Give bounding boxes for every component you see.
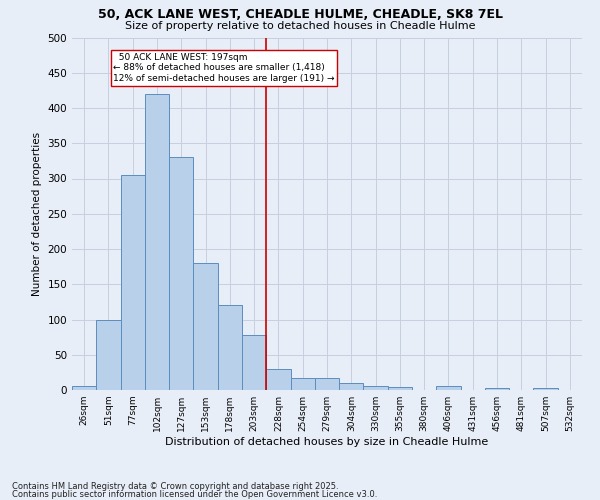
Text: Contains public sector information licensed under the Open Government Licence v3: Contains public sector information licen… [12,490,377,499]
Bar [96,320,121,390]
Text: Size of property relative to detached houses in Cheadle Hulme: Size of property relative to detached ho… [125,21,475,31]
Bar [72,386,96,390]
Bar [193,263,218,390]
Bar [315,378,339,390]
Bar [145,94,169,390]
Text: 50 ACK LANE WEST: 197sqm  
← 88% of detached houses are smaller (1,418)
12% of s: 50 ACK LANE WEST: 197sqm ← 88% of detach… [113,53,335,83]
Bar [242,335,266,390]
Bar [339,383,364,390]
Bar [290,378,315,390]
Bar [364,386,388,390]
Text: Contains HM Land Registry data © Crown copyright and database right 2025.: Contains HM Land Registry data © Crown c… [12,482,338,491]
X-axis label: Distribution of detached houses by size in Cheadle Hulme: Distribution of detached houses by size … [166,437,488,447]
Text: 50, ACK LANE WEST, CHEADLE HULME, CHEADLE, SK8 7EL: 50, ACK LANE WEST, CHEADLE HULME, CHEADL… [97,8,503,20]
Bar [218,306,242,390]
Bar [485,388,509,390]
Y-axis label: Number of detached properties: Number of detached properties [32,132,42,296]
Bar [169,158,193,390]
Bar [436,386,461,390]
Bar [266,369,290,390]
Bar [533,388,558,390]
Bar [121,175,145,390]
Bar [388,387,412,390]
